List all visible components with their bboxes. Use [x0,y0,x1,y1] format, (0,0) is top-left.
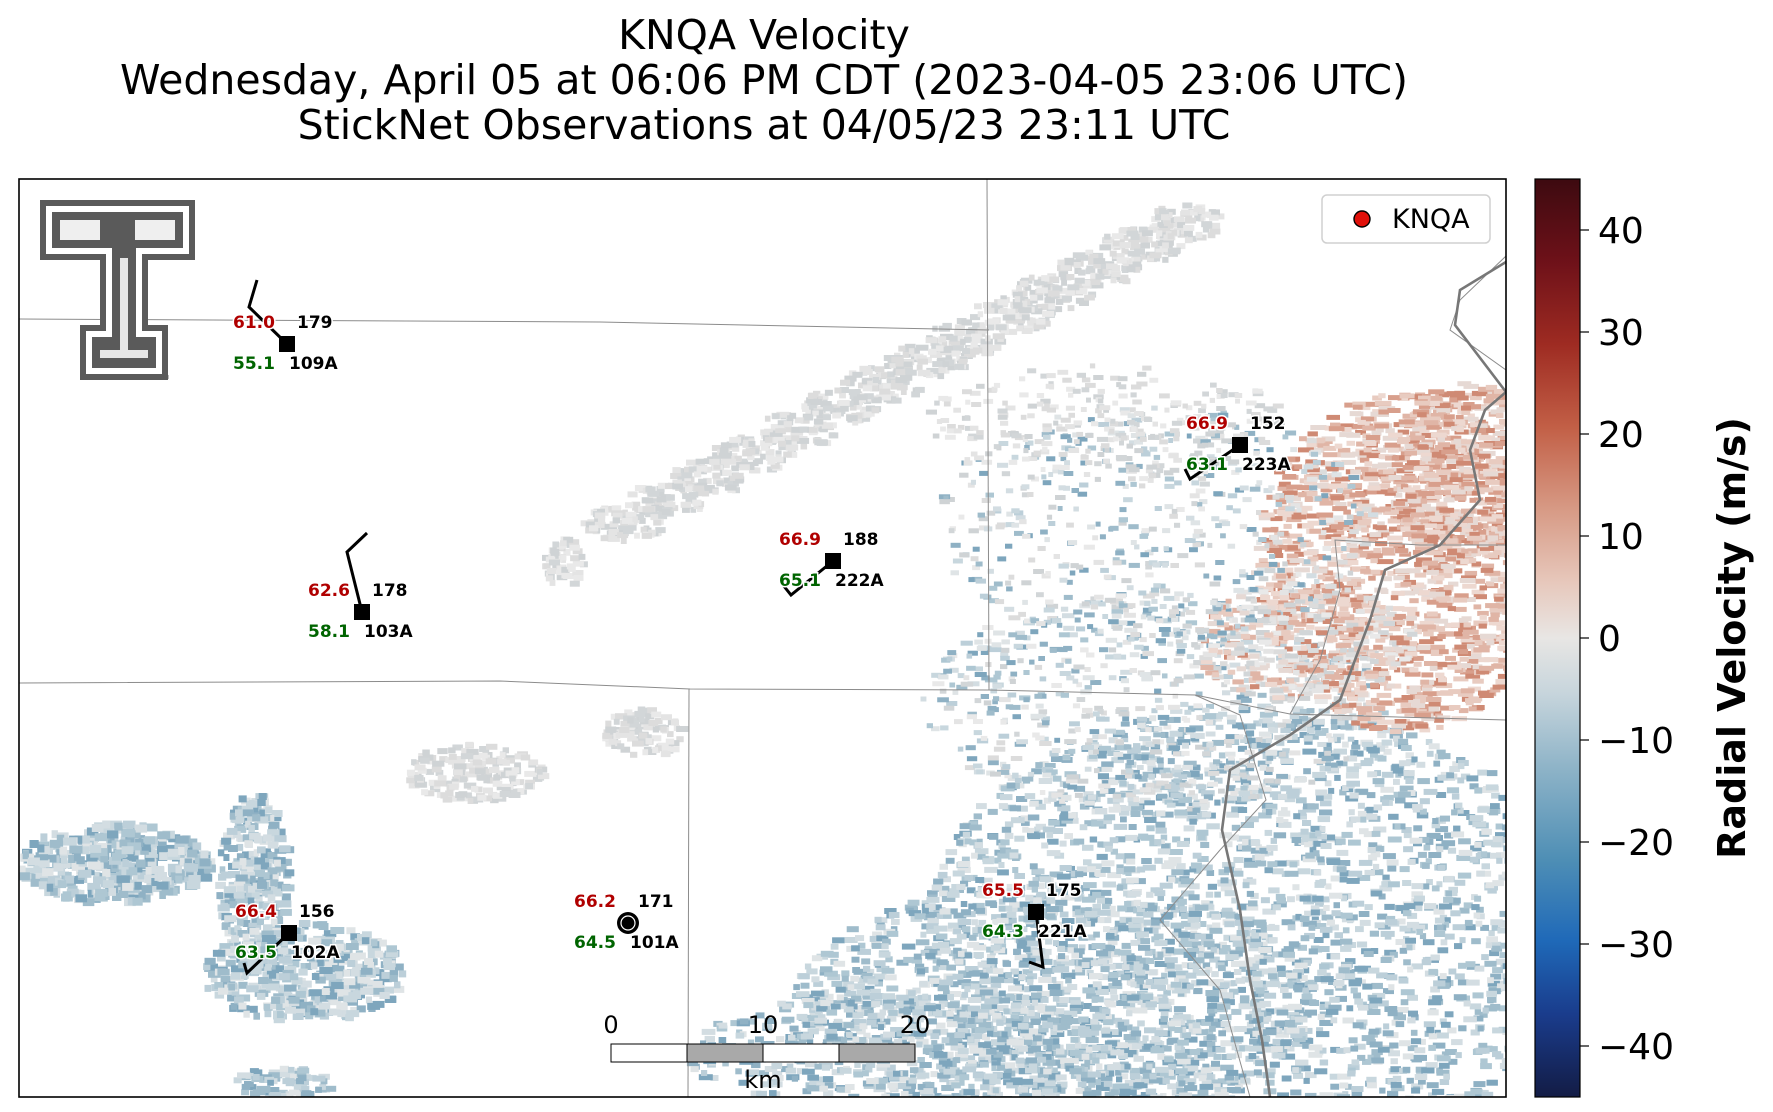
colorbar-tick-label: −20 [1598,823,1674,864]
station-wind-direction: 156 [299,902,335,922]
legend-label: KNQA [1392,204,1470,235]
station-wind-direction: 178 [372,581,408,601]
colorbar-tick-label: 10 [1598,517,1644,558]
station-109a: 61.0 179 55.1 109A [232,279,340,376]
texas-tech-double-t-logo: ® [40,200,195,382]
station-101a: 66.2 171 64.5 101A [573,891,681,955]
station-temperature: 66.9 [779,530,821,550]
station-marker [281,925,297,941]
radar-echoes: 61.0 179 55.1 109A 62.6 178 58.1 103A 66.9 188 65.… [19,179,1506,1097]
title-line-1: KNQA Velocity [618,11,910,59]
station-temperature: 62.6 [308,581,350,601]
scale-bar: 0 10 20 km [603,1011,930,1094]
station-id: 109A [289,354,338,374]
map-frame [18,178,1507,1098]
wind-barb [781,559,834,598]
station-102a: 66.4 156 63.5 102A [234,901,342,976]
station-dewpoint: 55.1 [233,354,275,374]
scale-unit: km [744,1066,781,1094]
station-221a: 65.5 175 64.3 221A [981,880,1089,970]
scale-tick-10: 10 [748,1011,779,1039]
station-id: 223A [1242,455,1291,475]
sticknet-stations: 61.0 179 55.1 109A 62.6 178 58.1 103A 66.9 188 65.… [232,279,1293,976]
colorbar-tick-label: 0 [1598,619,1621,660]
colorbar-tick-label: −40 [1598,1027,1674,1068]
station-103a: 62.6 178 58.1 103A [307,531,415,644]
station-wind-direction: 152 [1250,414,1286,434]
colorbar-tick-label: 20 [1598,415,1644,456]
wind-barb [247,279,289,346]
station-wind-direction: 179 [297,313,333,333]
station-dewpoint: 63.5 [235,943,277,963]
colorbar-tick-label: 30 [1598,313,1644,354]
wind-barb [345,531,369,613]
station-id: 222A [835,571,884,591]
station-dewpoint: 63.1 [1186,455,1228,475]
station-temperature: 66.9 [1186,414,1228,434]
station-dewpoint: 65.1 [779,571,821,591]
station-id: 102A [291,943,340,963]
station-marker [1232,437,1248,453]
station-wind-direction: 171 [638,892,674,912]
colorbar-tick-label: −10 [1598,721,1674,762]
station-marker [279,336,295,352]
station-dewpoint: 64.5 [574,933,616,953]
colorbar-tick-label: −30 [1598,925,1674,966]
scale-tick-0: 0 [603,1011,618,1039]
station-id: 221A [1038,922,1087,942]
colorbar-label: Radial Velocity (m/s) [1710,417,1754,859]
station-temperature: 61.0 [233,313,275,333]
wind-barb [1183,443,1241,482]
station-id: 101A [630,933,679,953]
colorbar-tick-label: 40 [1598,211,1644,252]
station-dewpoint: 58.1 [308,622,350,642]
scale-tick-20: 20 [900,1011,931,1039]
station-id: 103A [364,622,413,642]
station-marker [1028,904,1044,920]
colorbar: 40 30 20 10 0 −10 −20 −30 −40 Radial Velocity (m… [1534,178,1754,1098]
station-temperature: 66.2 [574,892,616,912]
map-legend: KNQA [1321,194,1491,244]
station-temperature: 65.5 [982,881,1024,901]
station-temperature: 66.4 [235,902,277,922]
title-line-3: StickNet Observations at 04/05/23 23:11 … [297,101,1231,149]
station-dewpoint: 64.3 [982,922,1024,942]
knqa-marker-icon [1353,210,1371,228]
station-marker [354,604,370,620]
highway-line [1220,260,1506,1097]
station-223a: 66.9 152 63.1 223A [1183,413,1293,482]
station-222a: 66.9 188 65.1 222A [778,529,886,598]
wind-barb [242,931,291,976]
calm-wind-marker [617,912,639,934]
title-line-2: Wednesday, April 05 at 06:06 PM CDT (202… [120,56,1408,104]
station-wind-direction: 175 [1046,881,1082,901]
station-marker [825,553,841,569]
county-lines [19,179,1506,1097]
station-wind-direction: 188 [843,530,879,550]
wind-barb [1028,911,1045,970]
